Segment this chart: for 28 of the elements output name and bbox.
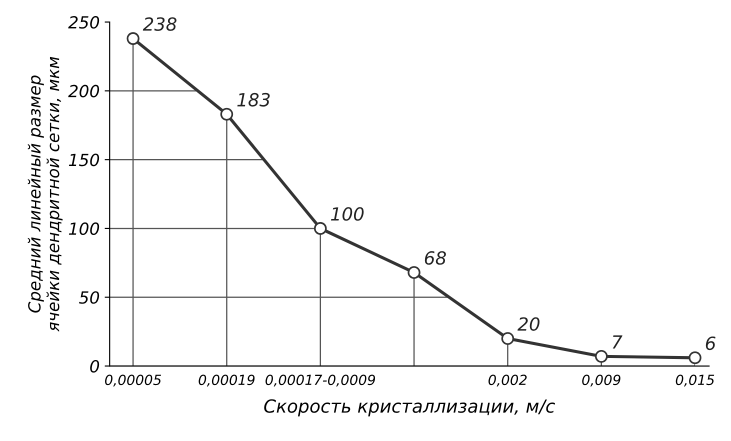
data-label: 6: [706, 336, 716, 350]
data-label: 238: [142, 17, 176, 31]
x-tick-label: 0,00017-0,0009: [266, 374, 376, 387]
data-label: 7: [612, 335, 622, 348]
point: [688, 351, 702, 364]
x-tick-label: 0,00005: [105, 374, 162, 387]
y-axis-title: Средний линейный размер ячейки дендритной сетки, мкм: [28, 56, 63, 332]
y-tick-label: 0: [90, 360, 100, 373]
y-tick-label: 250: [68, 16, 100, 29]
point: [501, 332, 514, 345]
point: [594, 350, 608, 363]
point: [408, 266, 420, 279]
point: [314, 222, 327, 235]
y-tick-label: 200: [68, 84, 100, 98]
x-tick-label: 0,015: [676, 374, 714, 387]
point: [220, 108, 234, 121]
data-label: 100: [330, 207, 364, 221]
y-tick-label: 150: [68, 154, 100, 166]
x-tick-label: 0,00019: [198, 374, 255, 387]
y-tick-label: 50: [79, 291, 100, 304]
data-label: 20: [517, 317, 540, 331]
point: [126, 32, 140, 45]
data-label: 68: [424, 251, 446, 265]
x-tick-label: 0,009: [582, 374, 620, 387]
x-tick-label: 0,002: [488, 374, 527, 387]
y-tick-label: 100: [68, 222, 100, 236]
x-axis-title: Скорость кристаллизации, м/с: [264, 399, 556, 416]
data-label: 183: [237, 92, 270, 107]
